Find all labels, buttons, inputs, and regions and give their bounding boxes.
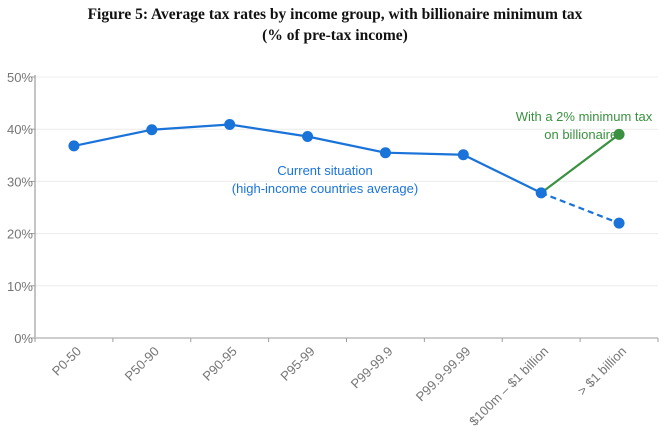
- data-point: [613, 217, 625, 229]
- annotation-text: Current situation: [277, 163, 372, 178]
- data-point: [613, 128, 625, 140]
- annotations: Current situation (high-income countries …: [232, 109, 653, 196]
- x-tick-label: $100m – $1 billion: [466, 344, 551, 429]
- data-point: [146, 124, 158, 136]
- data-point: [224, 119, 236, 131]
- annotation-text: (high-income countries average): [232, 181, 418, 196]
- y-tick-label: 50%: [7, 70, 33, 85]
- chart-subtitle: (% of pre-tax income): [262, 27, 408, 44]
- y-tick-labels: 0% 10% 20% 30% 40% 50%: [7, 70, 33, 346]
- x-tick-label: P50-90: [122, 344, 162, 384]
- x-tick-labels: P0-50 P50-90 P90-95 P95-99 P99-99.9 P99.9-99.…: [49, 344, 629, 429]
- series-points: [68, 119, 625, 229]
- y-tick-label: 0%: [14, 331, 33, 346]
- y-tick-label: 40%: [7, 122, 33, 137]
- series-line-1: [540, 191, 620, 225]
- x-tick-label: P99-99.9: [348, 344, 396, 392]
- data-point: [457, 149, 469, 161]
- x-tick-label: P99.9-99.99: [413, 344, 474, 405]
- annotation-text: on billionaires: [544, 127, 624, 142]
- axes: [31, 75, 659, 342]
- data-point: [302, 131, 314, 143]
- x-tick-label: > $1 billion: [574, 344, 629, 399]
- chart-title-line: Figure 5: Average tax rates by income gr…: [87, 6, 583, 23]
- y-tick-label: 20%: [7, 227, 33, 242]
- data-point: [68, 140, 80, 152]
- chart-title: Figure 5: Average tax rates by income gr…: [0, 4, 670, 46]
- x-tick-label: P95-99: [277, 344, 317, 384]
- gridlines: [35, 76, 658, 287]
- y-tick-label: 30%: [7, 174, 33, 189]
- y-tick-label: 10%: [7, 279, 33, 294]
- x-tick-label: P90-95: [200, 344, 240, 384]
- data-point: [379, 147, 391, 159]
- data-point: [535, 187, 547, 199]
- series-line-2: [540, 133, 620, 194]
- x-tick-label: P0-50: [49, 344, 84, 379]
- annotation-text: With a 2% minimum tax: [516, 109, 653, 124]
